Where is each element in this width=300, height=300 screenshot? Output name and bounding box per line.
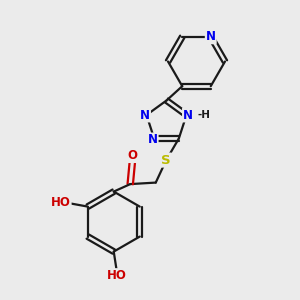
Text: HO: HO — [51, 196, 71, 208]
Text: N: N — [140, 109, 150, 122]
Text: S: S — [161, 154, 171, 166]
Text: N: N — [183, 109, 193, 122]
Text: -H: -H — [198, 110, 211, 120]
Text: N: N — [148, 134, 158, 146]
Text: N: N — [206, 30, 216, 43]
Text: HO: HO — [107, 269, 127, 282]
Text: O: O — [128, 149, 138, 162]
